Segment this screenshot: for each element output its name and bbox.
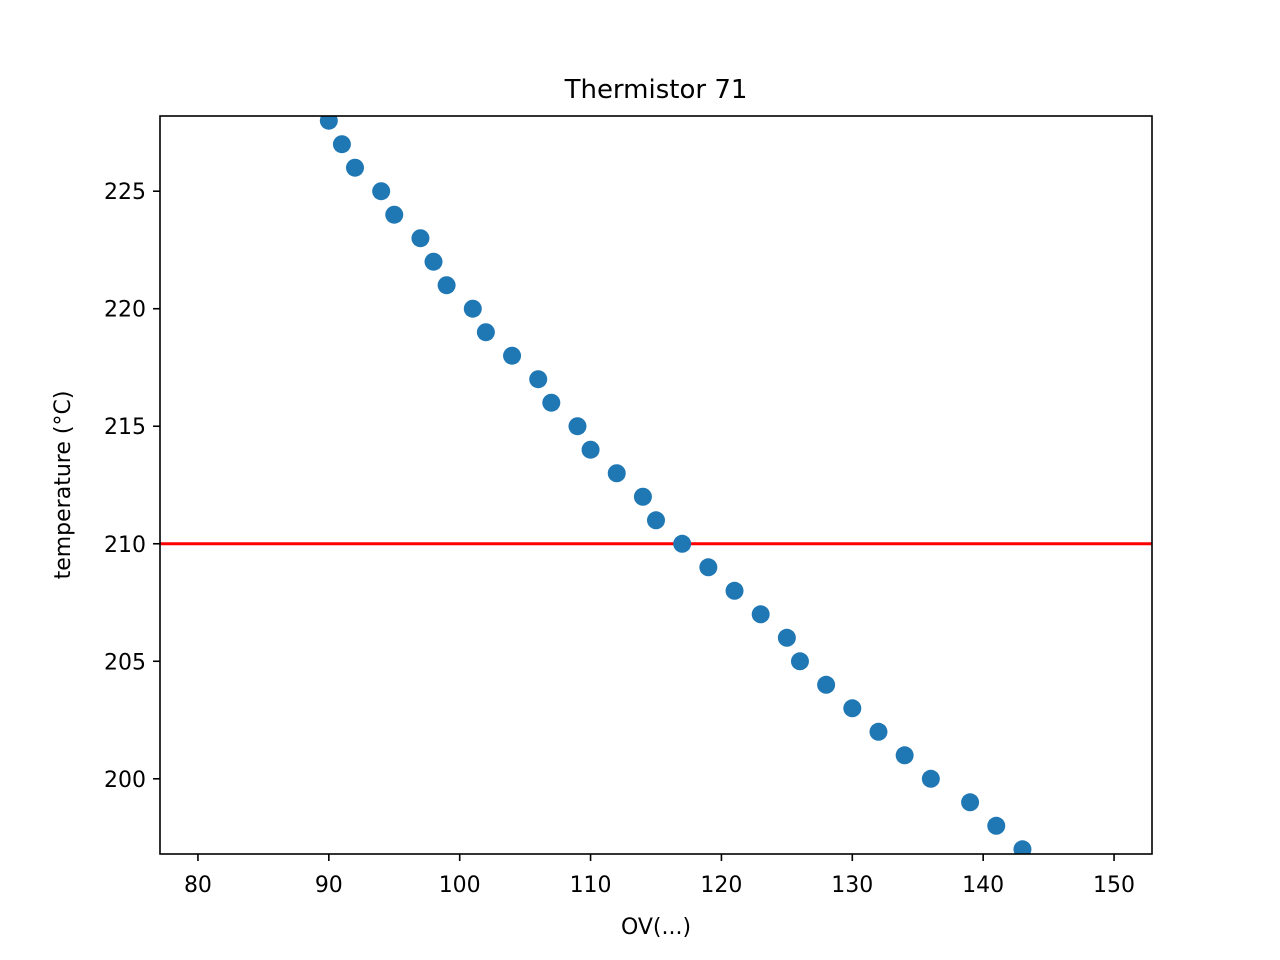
data-point <box>424 252 443 271</box>
data-point <box>581 440 600 459</box>
y-tick-label: 210 <box>104 533 146 558</box>
y-axis-ticks: 200 205 210 215 220 225 <box>104 180 160 793</box>
x-tick-label: 110 <box>570 873 612 898</box>
data-point <box>437 276 456 295</box>
data-point <box>843 699 862 718</box>
y-tick-label: 205 <box>104 650 146 675</box>
x-tick-label: 90 <box>315 873 343 898</box>
data-point <box>345 158 364 177</box>
data-point <box>319 116 338 130</box>
x-tick-label: 80 <box>184 873 212 898</box>
data-point <box>476 323 495 342</box>
data-point <box>790 652 809 671</box>
x-tick-label: 100 <box>439 873 481 898</box>
data-point <box>633 487 652 506</box>
x-axis-ticks: 80 90 100 110 120 130 140 150 <box>184 854 1135 898</box>
data-point <box>647 511 665 530</box>
data-point <box>673 534 692 553</box>
chart-title: Thermistor 71 <box>564 75 748 105</box>
data-point <box>463 299 482 318</box>
data-point <box>542 393 561 412</box>
y-tick-label: 225 <box>104 180 146 205</box>
y-tick-label: 220 <box>104 298 146 323</box>
data-point <box>895 746 914 765</box>
x-tick-label: 130 <box>831 873 873 898</box>
y-tick-label: 200 <box>104 768 146 793</box>
data-point <box>503 346 522 365</box>
x-tick-label: 120 <box>700 873 742 898</box>
data-point <box>817 675 836 694</box>
data-point <box>385 205 404 224</box>
data-point <box>961 793 980 812</box>
data-point <box>568 417 587 436</box>
x-tick-label: 140 <box>962 873 1004 898</box>
data-point <box>607 464 626 483</box>
x-tick-label: 150 <box>1093 873 1135 898</box>
data-point <box>869 722 888 741</box>
data-point <box>332 135 351 154</box>
plot-area <box>160 116 1152 854</box>
data-point <box>725 581 744 600</box>
data-point <box>921 769 940 788</box>
data-point <box>529 370 548 389</box>
data-point <box>987 816 1006 835</box>
plot-frame <box>159 115 1153 855</box>
x-axis-label: OV(...) <box>621 915 691 940</box>
data-points <box>319 116 1032 854</box>
data-point <box>699 558 718 577</box>
data-point <box>777 628 796 647</box>
y-axis-label: temperature (°C) <box>51 391 76 580</box>
data-point <box>751 605 770 624</box>
data-point <box>372 182 391 201</box>
data-point <box>411 229 430 248</box>
y-tick-label: 215 <box>104 415 146 440</box>
data-point <box>1013 840 1032 854</box>
